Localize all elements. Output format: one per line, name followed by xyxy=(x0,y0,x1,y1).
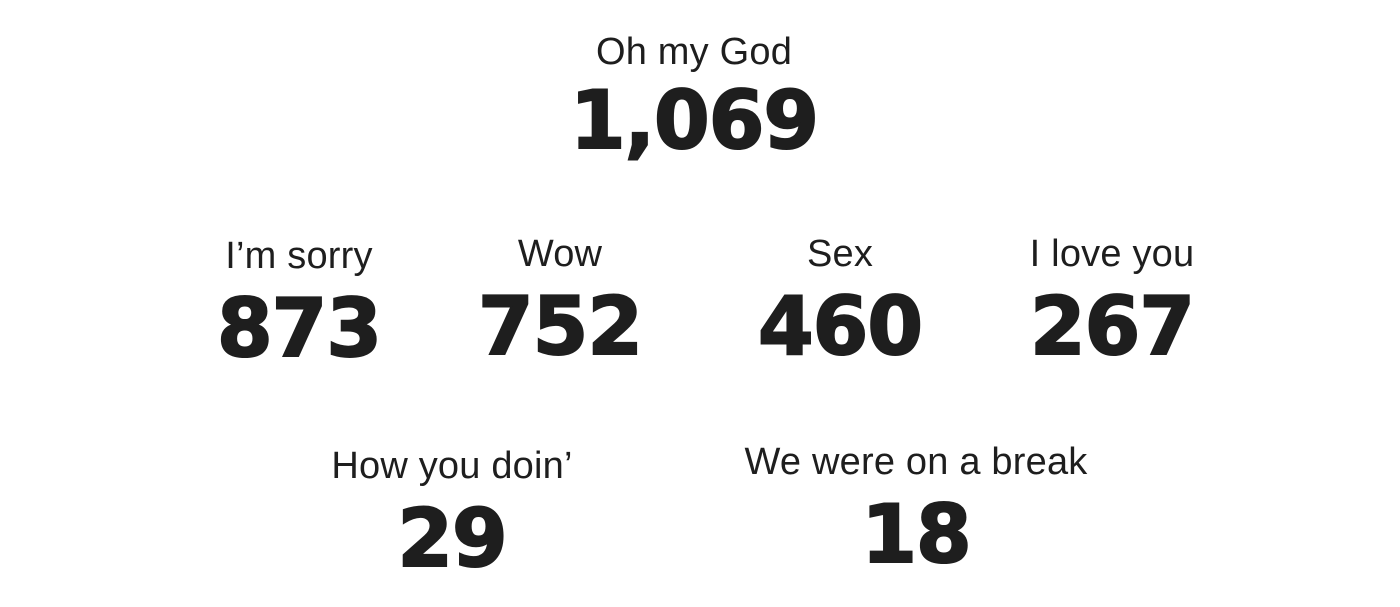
stat-how-you-doin: How you doin’ 29 xyxy=(331,444,573,585)
stat-oh-my-god: Oh my God 1,069 xyxy=(569,30,820,167)
phrase-count: 873 xyxy=(216,282,383,375)
phrase-label: I’m sorry xyxy=(225,235,373,277)
phrase-count: 29 xyxy=(396,492,508,585)
phrase-label: Wow xyxy=(517,233,603,275)
phrase-count: 460 xyxy=(757,280,924,373)
phrase-label: How you doin’ xyxy=(331,445,573,487)
phrase-label: Oh my God xyxy=(595,31,793,73)
phrase-label: I love you xyxy=(1029,233,1195,275)
stat-we-were-on-a-break: We were on a break 18 xyxy=(744,440,1088,581)
phrase-count: 752 xyxy=(477,280,644,373)
stat-i-love-you: I love you 267 xyxy=(1029,232,1196,373)
phrase-count: 18 xyxy=(860,488,972,581)
stat-sex: Sex 460 xyxy=(757,232,924,373)
phrase-label: We were on a break xyxy=(744,441,1088,483)
phrase-count: 267 xyxy=(1029,280,1196,373)
stat-wow: Wow 752 xyxy=(477,232,644,373)
phrase-count: 1,069 xyxy=(569,74,820,167)
stat-im-sorry: I’m sorry 873 xyxy=(216,234,383,375)
phrase-label: Sex xyxy=(806,233,874,275)
